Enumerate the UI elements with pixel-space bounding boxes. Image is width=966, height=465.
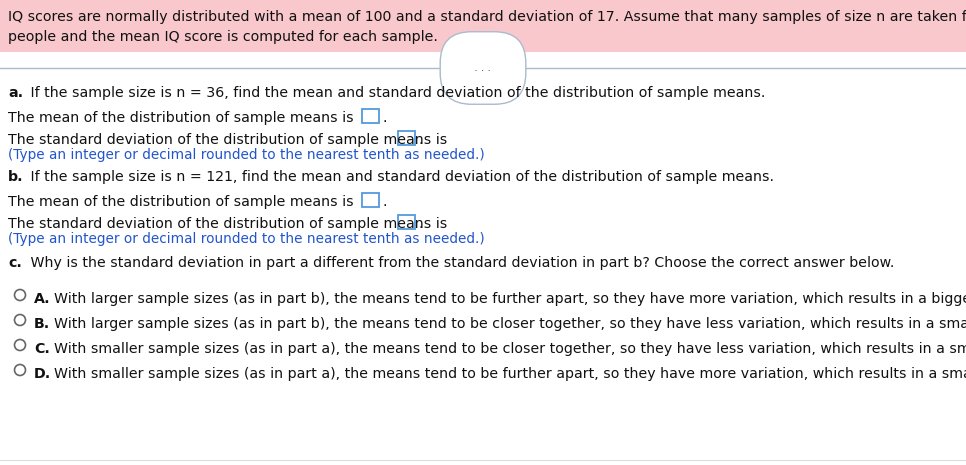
Text: .: . xyxy=(418,217,422,231)
Text: With larger sample sizes (as in part b), the means tend to be further apart, so : With larger sample sizes (as in part b),… xyxy=(54,292,966,306)
Text: c.: c. xyxy=(8,256,22,270)
Text: A.: A. xyxy=(34,292,50,306)
Bar xyxy=(362,109,379,123)
Bar xyxy=(398,215,415,229)
Text: a.: a. xyxy=(8,86,23,100)
Text: .: . xyxy=(418,133,422,147)
Text: The standard deviation of the distribution of sample means is: The standard deviation of the distributi… xyxy=(8,133,447,147)
Text: If the sample size is n = 36, find the mean and standard deviation of the distri: If the sample size is n = 36, find the m… xyxy=(26,86,765,100)
Text: (Type an integer or decimal rounded to the nearest tenth as needed.): (Type an integer or decimal rounded to t… xyxy=(8,232,485,246)
Text: C.: C. xyxy=(34,342,50,356)
Text: .: . xyxy=(382,195,386,209)
Text: D.: D. xyxy=(34,367,51,381)
Text: The standard deviation of the distribution of sample means is: The standard deviation of the distributi… xyxy=(8,217,447,231)
Text: Why is the standard deviation in part a different from the standard deviation in: Why is the standard deviation in part a … xyxy=(26,256,895,270)
Text: . . .: . . . xyxy=(471,63,495,73)
Text: With smaller sample sizes (as in part a), the means tend to be further apart, so: With smaller sample sizes (as in part a)… xyxy=(54,367,966,381)
Bar xyxy=(0,0,966,52)
Text: people and the mean IQ score is computed for each sample.: people and the mean IQ score is computed… xyxy=(8,30,438,44)
Text: The mean of the distribution of sample means is: The mean of the distribution of sample m… xyxy=(8,111,354,125)
Text: b.: b. xyxy=(8,170,23,184)
Bar xyxy=(398,131,415,145)
Text: The mean of the distribution of sample means is: The mean of the distribution of sample m… xyxy=(8,195,354,209)
Text: .: . xyxy=(382,111,386,125)
Text: If the sample size is n = 121, find the mean and standard deviation of the distr: If the sample size is n = 121, find the … xyxy=(26,170,774,184)
Text: IQ scores are normally distributed with a mean of 100 and a standard deviation o: IQ scores are normally distributed with … xyxy=(8,10,966,24)
Text: With larger sample sizes (as in part b), the means tend to be closer together, s: With larger sample sizes (as in part b),… xyxy=(54,317,966,331)
Text: B.: B. xyxy=(34,317,50,331)
Text: With smaller sample sizes (as in part a), the means tend to be closer together, : With smaller sample sizes (as in part a)… xyxy=(54,342,966,356)
Bar xyxy=(362,193,379,207)
Text: (Type an integer or decimal rounded to the nearest tenth as needed.): (Type an integer or decimal rounded to t… xyxy=(8,148,485,162)
